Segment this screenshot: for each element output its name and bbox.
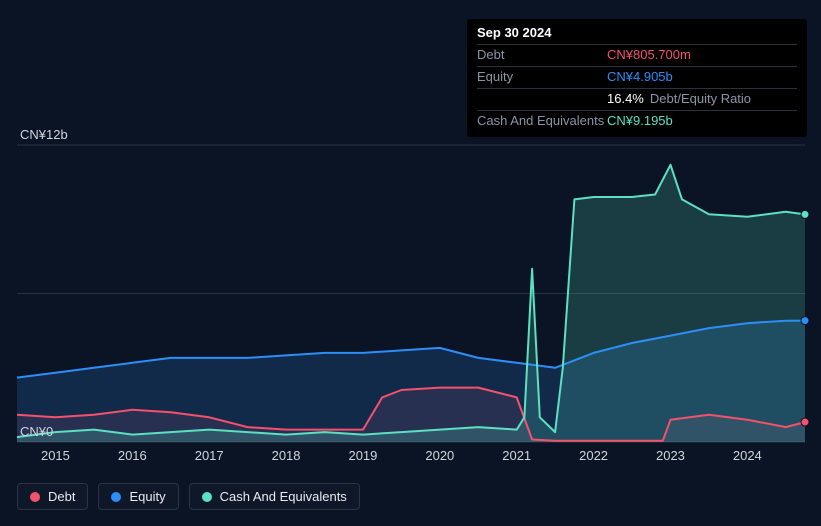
- y-axis-label: CN¥12b: [20, 127, 68, 142]
- legend-item-label: Debt: [48, 489, 75, 504]
- legend-item-label: Equity: [129, 489, 165, 504]
- legend-item[interactable]: Equity: [98, 483, 178, 510]
- info-row: EquityCN¥4.905b: [477, 66, 797, 88]
- x-axis-label: 2017: [189, 448, 229, 463]
- info-row-label: [477, 91, 607, 108]
- info-row-value: CN¥9.195b: [607, 113, 673, 130]
- info-row-value: 16.4%: [607, 91, 644, 108]
- x-axis-label: 2018: [266, 448, 306, 463]
- info-row-label: Cash And Equivalents: [477, 113, 607, 130]
- info-row-value: CN¥805.700m: [607, 47, 691, 64]
- x-axis-label: 2024: [727, 448, 767, 463]
- series-end-marker: [801, 210, 809, 218]
- x-axis-label: 2020: [420, 448, 460, 463]
- info-row-label: Debt: [477, 47, 607, 64]
- legend-dot-icon: [111, 492, 121, 502]
- legend: Debt Equity Cash And Equivalents: [17, 483, 360, 510]
- x-axis-label: 2016: [112, 448, 152, 463]
- legend-item-label: Cash And Equivalents: [220, 489, 347, 504]
- series-end-marker: [801, 317, 809, 325]
- info-row: DebtCN¥805.700m: [477, 44, 797, 66]
- info-row-value: CN¥4.905b: [607, 69, 673, 86]
- legend-item[interactable]: Cash And Equivalents: [189, 483, 360, 510]
- legend-item[interactable]: Debt: [17, 483, 88, 510]
- legend-dot-icon: [30, 492, 40, 502]
- info-row-suffix: Debt/Equity Ratio: [650, 91, 751, 108]
- series-end-marker: [801, 418, 809, 426]
- chart-container: Sep 30 2024 DebtCN¥805.700mEquityCN¥4.90…: [0, 0, 821, 526]
- info-row: Cash And EquivalentsCN¥9.195b: [477, 110, 797, 132]
- y-axis-label: CN¥0: [20, 424, 53, 439]
- info-row: 16.4% Debt/Equity Ratio: [477, 88, 797, 110]
- x-axis-label: 2015: [35, 448, 75, 463]
- x-axis-label: 2023: [650, 448, 690, 463]
- x-axis-label: 2022: [574, 448, 614, 463]
- x-axis-label: 2021: [497, 448, 537, 463]
- info-row-label: Equity: [477, 69, 607, 86]
- info-date: Sep 30 2024: [477, 25, 797, 42]
- legend-dot-icon: [202, 492, 212, 502]
- x-axis-label: 2019: [343, 448, 383, 463]
- info-panel: Sep 30 2024 DebtCN¥805.700mEquityCN¥4.90…: [467, 19, 807, 137]
